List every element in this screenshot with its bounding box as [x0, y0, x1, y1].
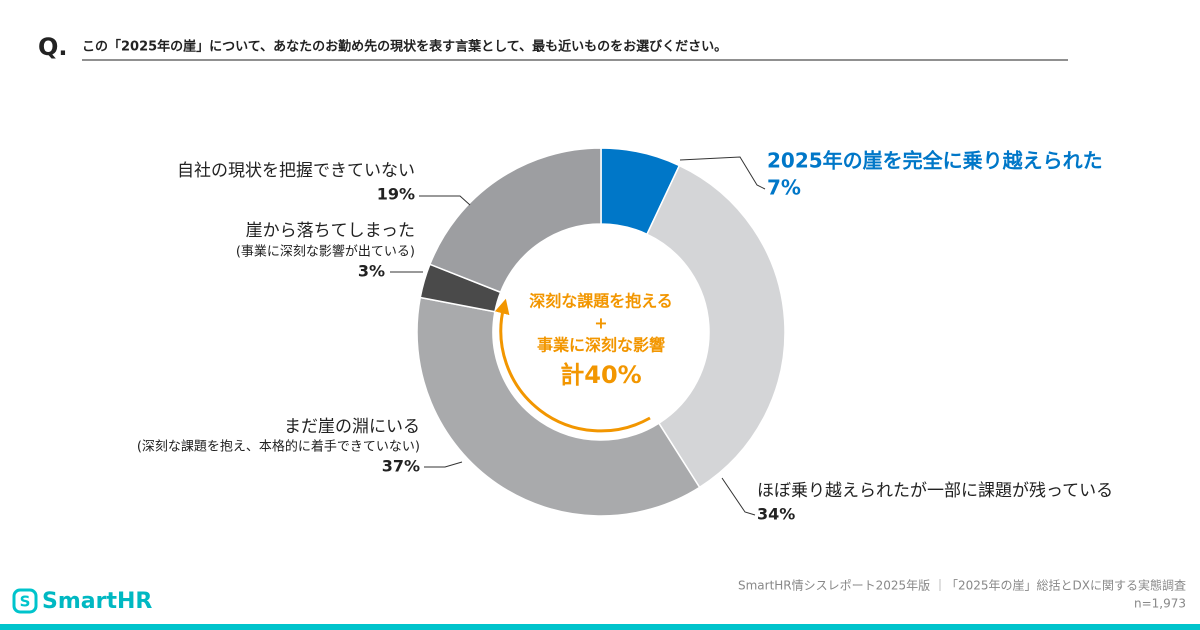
sample-size: n=1,973	[1134, 597, 1186, 611]
slice-label: まだ崖の淵にいる	[284, 417, 420, 437]
question-mark: Q.	[38, 33, 68, 61]
logo: SmartHR	[42, 589, 152, 614]
value-label: 34%	[757, 505, 795, 524]
slice-sublabel: (事業に深刻な影響が出ている)	[236, 244, 415, 260]
value-label: 19%	[377, 185, 415, 204]
bracket-arrow	[494, 298, 651, 433]
logo-mark: S	[20, 593, 31, 611]
slice-label: 2025年の崖を完全に乗り越えられた	[767, 149, 1103, 173]
slice-label: ほぼ乗り越えられたが一部に課題が残っている	[757, 481, 1113, 501]
center-annotation: 計40%	[560, 361, 641, 389]
donut-chart: 2025年の崖を完全に乗り越えられた 7% ほぼ乗り越えられたが一部に課題が残ってい…	[137, 147, 1113, 524]
center-annotation: 事業に深刻な影響	[537, 336, 665, 355]
center-annotation: +	[594, 314, 607, 333]
leader-line	[679, 156, 766, 190]
value-label: 7%	[767, 176, 801, 200]
slice	[645, 164, 786, 489]
bottom-bar	[0, 624, 1200, 630]
leader-line	[424, 461, 463, 468]
slice	[416, 296, 701, 517]
slice	[428, 147, 602, 294]
value-label: 37%	[382, 457, 420, 476]
center-annotation: 深刻な課題を抱える	[529, 292, 673, 311]
leader-line	[721, 477, 756, 516]
source: SmartHR情シスレポート2025年版 ｜「2025年の崖」総括とDXに関する…	[738, 578, 1186, 593]
value-label: 3%	[358, 262, 385, 281]
logo-icon	[12, 588, 38, 614]
leader-line	[419, 195, 471, 206]
slice-label: 崖から落ちてしまった	[246, 221, 415, 241]
slice-label: 自社の現状を把握できていない	[177, 161, 415, 181]
slice-sublabel: (深刻な課題を抱え、本格的に着手できていない)	[137, 439, 420, 455]
question: この「2025年の崖」について、あなたのお勤め先の現状を表す言葉として、最も近い…	[82, 39, 727, 55]
